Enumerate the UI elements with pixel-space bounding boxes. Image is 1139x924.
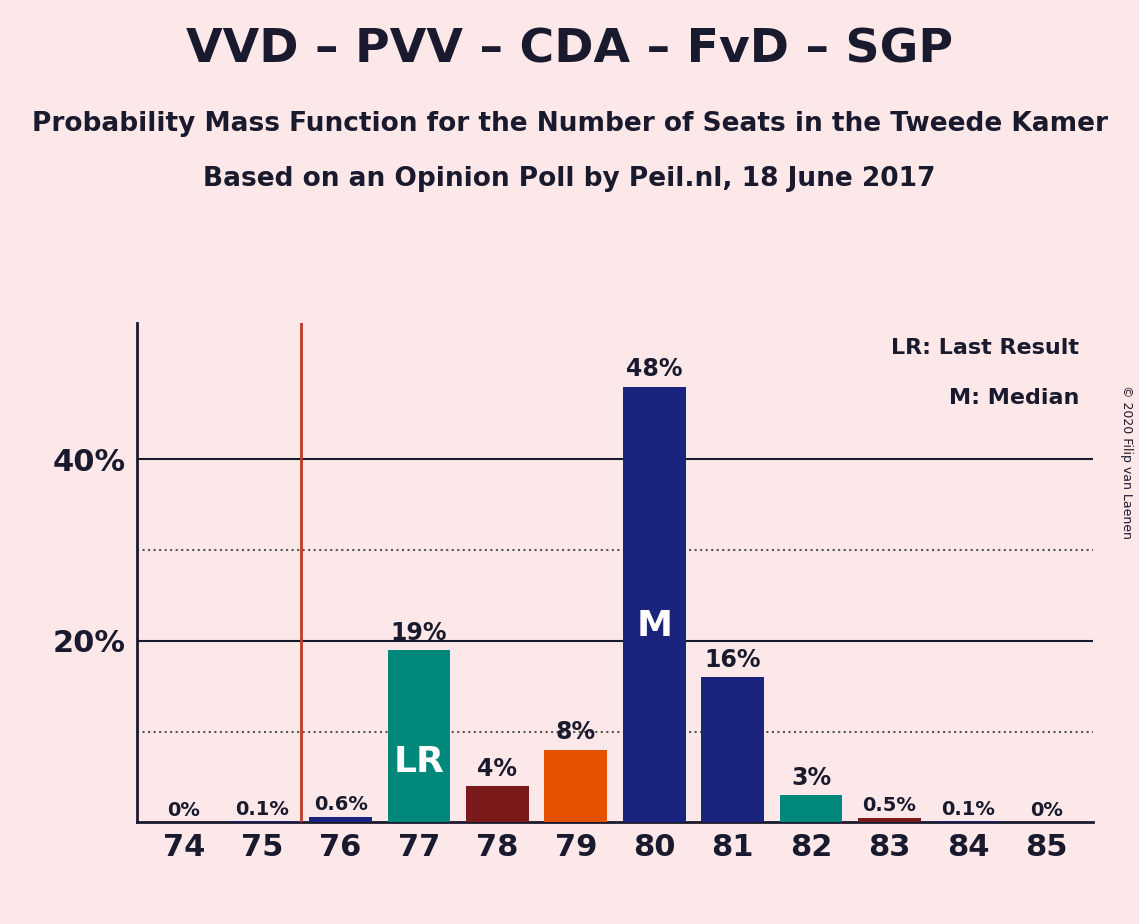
Bar — [780, 796, 843, 822]
Text: 4%: 4% — [477, 757, 517, 781]
Bar — [466, 786, 528, 822]
Text: 3%: 3% — [792, 766, 831, 790]
Bar — [309, 817, 372, 822]
Text: 8%: 8% — [556, 721, 596, 745]
Text: LR: Last Result: LR: Last Result — [891, 338, 1079, 359]
Text: 48%: 48% — [626, 358, 682, 382]
Bar — [623, 387, 686, 822]
Bar — [387, 650, 450, 822]
Text: © 2020 Filip van Laenen: © 2020 Filip van Laenen — [1121, 385, 1133, 539]
Text: 0.5%: 0.5% — [862, 796, 917, 815]
Text: 16%: 16% — [704, 648, 761, 672]
Text: Based on an Opinion Poll by Peil.nl, 18 June 2017: Based on an Opinion Poll by Peil.nl, 18 … — [203, 166, 936, 192]
Text: M: M — [637, 610, 672, 643]
Text: LR: LR — [394, 745, 444, 779]
Bar — [858, 818, 921, 822]
Bar — [702, 677, 764, 822]
Text: 0.6%: 0.6% — [313, 796, 368, 814]
Text: 0%: 0% — [167, 800, 200, 820]
Bar — [544, 749, 607, 822]
Text: M: Median: M: Median — [949, 388, 1079, 408]
Text: 0.1%: 0.1% — [236, 800, 289, 819]
Text: VVD – PVV – CDA – FvD – SGP: VVD – PVV – CDA – FvD – SGP — [186, 28, 953, 73]
Text: 19%: 19% — [391, 621, 448, 645]
Text: Probability Mass Function for the Number of Seats in the Tweede Kamer: Probability Mass Function for the Number… — [32, 111, 1107, 137]
Text: 0.1%: 0.1% — [941, 800, 994, 819]
Text: 0%: 0% — [1030, 800, 1063, 820]
